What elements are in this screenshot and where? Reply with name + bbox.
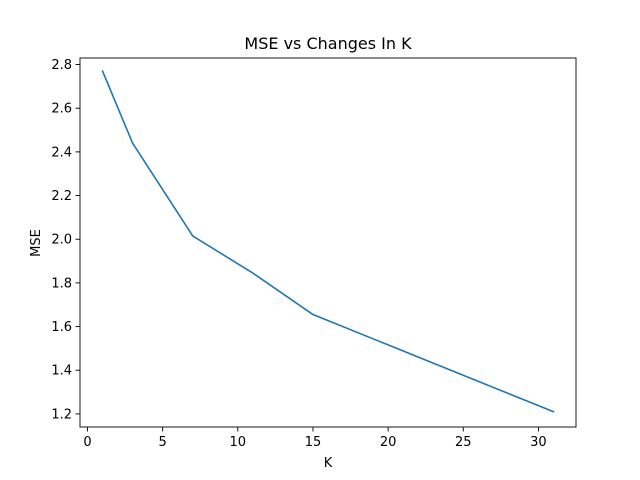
x-tick-label: 5 bbox=[159, 435, 167, 450]
y-tick-label: 1.8 bbox=[51, 276, 72, 291]
plot-frame bbox=[79, 57, 577, 428]
y-tick-label: 2.0 bbox=[51, 233, 72, 248]
x-tick-label: 25 bbox=[455, 435, 472, 450]
y-tick-label: 2.4 bbox=[51, 145, 72, 160]
y-tick-label: 2.8 bbox=[51, 58, 72, 73]
x-tick-label: 0 bbox=[83, 435, 91, 450]
y-axis-label: MSE bbox=[29, 229, 44, 257]
plot-area: 0 5 10 15 20 25 30 1.2 1.4 1.6 1.8 2.0 2.2 2.4 2.6 2.8 bbox=[51, 57, 577, 450]
x-tick-label: 20 bbox=[380, 435, 397, 450]
y-tick-label: 2.2 bbox=[51, 189, 72, 204]
x-tick-label: 30 bbox=[530, 435, 547, 450]
x-tick-label: 15 bbox=[305, 435, 322, 450]
x-tick-label: 10 bbox=[230, 435, 247, 450]
y-tick-label: 2.6 bbox=[51, 102, 72, 117]
y-tick-label: 1.2 bbox=[51, 407, 72, 422]
x-axis-label: K bbox=[324, 456, 333, 471]
series-line-0 bbox=[101, 70, 555, 413]
y-tick-label: 1.4 bbox=[51, 364, 72, 379]
chart-title: MSE vs Changes In K bbox=[244, 34, 412, 53]
y-tick-label: 1.6 bbox=[51, 320, 72, 335]
